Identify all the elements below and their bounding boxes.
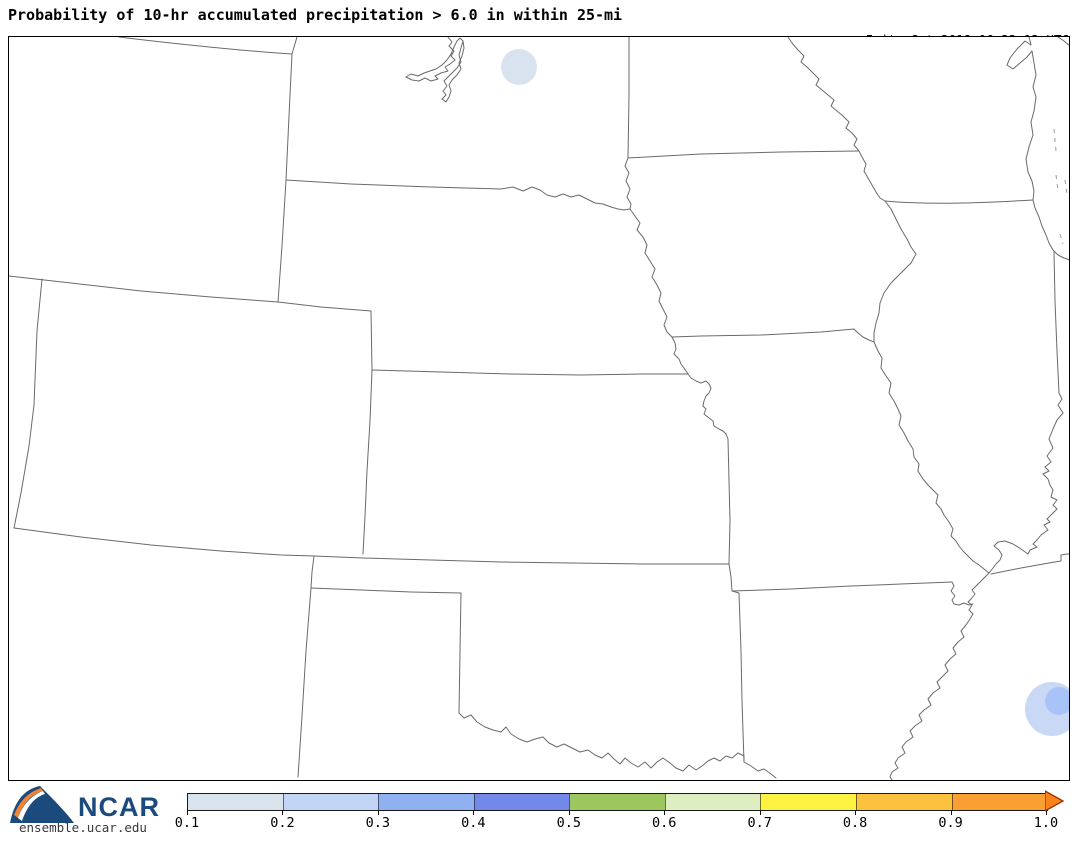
- colorbar-segment: [855, 794, 952, 810]
- colorado-utah-border: [13, 278, 43, 529]
- missouri-river-south-dakota-reservoir: [405, 37, 465, 103]
- missouri-river-nebraska-iowa: [629, 208, 689, 375]
- colorbar-tick-label: 0.5: [556, 815, 581, 831]
- colorado-east-border: [362, 310, 373, 555]
- colorbar-tick-label: 0.3: [365, 815, 391, 831]
- mississippi-river-iowa-illinois: [873, 200, 990, 574]
- southdakota-nebraska-border: [285, 179, 631, 211]
- illinois-indiana-border-wabash-river: [1027, 251, 1064, 555]
- lake-michigan-water-boundary: [1053, 128, 1068, 245]
- colorado-kansas-oklahoma-37n-border: [13, 527, 730, 565]
- colorbar-tick: [377, 810, 379, 815]
- wyoming-colorado-nebraska-41n-border: [9, 275, 372, 312]
- colorbar-ticks: [187, 810, 1047, 815]
- missouri-arkansas-bootheel-border: [731, 581, 974, 606]
- oklahoma-texas-panhandle-border: [310, 587, 462, 714]
- colorbar-tick: [759, 810, 761, 815]
- mississippi-river-lower: [889, 572, 990, 780]
- colorbar-labels: 0.1 0.2 0.3 0.4 0.5 0.6 0.7 0.8 0.9 1.0: [175, 815, 1058, 831]
- colorbar-tick: [187, 810, 188, 815]
- colorbar-segment: [760, 794, 856, 810]
- colorbar-tick-label: 0.4: [461, 815, 486, 831]
- nebraska-kansas-border: [371, 369, 689, 376]
- kentucky-tennessee-border: [990, 553, 1069, 575]
- page-title: Probability of 10-hr accumulated precipi…: [8, 6, 623, 24]
- colorbar-arrow-icon: [1045, 790, 1065, 812]
- wyoming-east-border: [277, 37, 298, 303]
- ohio-river: [988, 540, 1029, 574]
- colorbar-segment: [282, 794, 379, 810]
- minnesota-iowa-border: [627, 150, 860, 159]
- probability-contours: [501, 49, 1069, 736]
- red-river: [458, 712, 777, 779]
- michigan-shoreline-corner: [1057, 37, 1069, 46]
- colorbar-tick: [855, 810, 857, 815]
- map-canvas: [9, 37, 1069, 780]
- state-boundaries: [9, 37, 1069, 780]
- colorbar: [187, 793, 1048, 811]
- probability-contour-central-south-dakota: [501, 49, 537, 85]
- colorbar-tick: [568, 810, 570, 815]
- colorbar-tick: [950, 810, 952, 815]
- wisconsin-illinois-border: [884, 199, 1034, 204]
- ncar-logo-orange-arc: [14, 788, 43, 818]
- oklahoma-missouri-arkansas-border: [728, 563, 745, 763]
- ncar-logo-text: NCAR: [78, 792, 160, 822]
- kansas-missouri-border: [727, 438, 731, 565]
- colorbar-tick: [282, 810, 284, 815]
- colorbar-segment: [473, 794, 570, 810]
- colorbar-tick-label: 0.6: [652, 815, 677, 831]
- iowa-missouri-border: [671, 328, 875, 343]
- forecast-map: [8, 36, 1070, 781]
- colorbar-tick: [473, 810, 475, 815]
- colorbar-tick-label: 1.0: [1033, 815, 1059, 831]
- lake-michigan-shoreline: [1006, 37, 1069, 261]
- southdakota-iowa-border: [624, 157, 632, 210]
- colorbar-tick: [664, 810, 666, 815]
- colorbar-segment: [188, 794, 283, 810]
- colorbar-tick: [1046, 810, 1047, 815]
- ncar-logo-white-arc: [18, 791, 45, 821]
- colorbar-segment: [664, 794, 761, 810]
- colorbar-tick-label: 0.9: [938, 815, 963, 831]
- colorbar-segment: [951, 794, 1048, 810]
- colorbar-segment: [569, 794, 665, 810]
- minnesota-southdakota-border: [627, 37, 630, 159]
- probability-contour-northwest-mississippi-inner: [1045, 687, 1069, 715]
- missouri-river-kansas-missouri: [687, 373, 729, 440]
- colorbar-tick-label: 0.8: [842, 815, 868, 831]
- colorbar-tick-label: 0.2: [270, 815, 295, 831]
- mississippi-river-upper: [787, 37, 886, 202]
- colorbar-segment: [378, 794, 474, 810]
- colorbar-tick-label: 0.1: [174, 815, 200, 831]
- montana-wyoming-border: [118, 37, 293, 55]
- ncar-logo: NCAR: [10, 786, 160, 823]
- newmexico-east-border: [297, 555, 315, 778]
- colorbar-arrow-shape: [1045, 790, 1065, 812]
- colorbar-tick-label: 0.7: [747, 815, 772, 831]
- ncar-logo-swoosh: [10, 786, 74, 823]
- site-url: ensemble.ucar.edu: [19, 820, 147, 835]
